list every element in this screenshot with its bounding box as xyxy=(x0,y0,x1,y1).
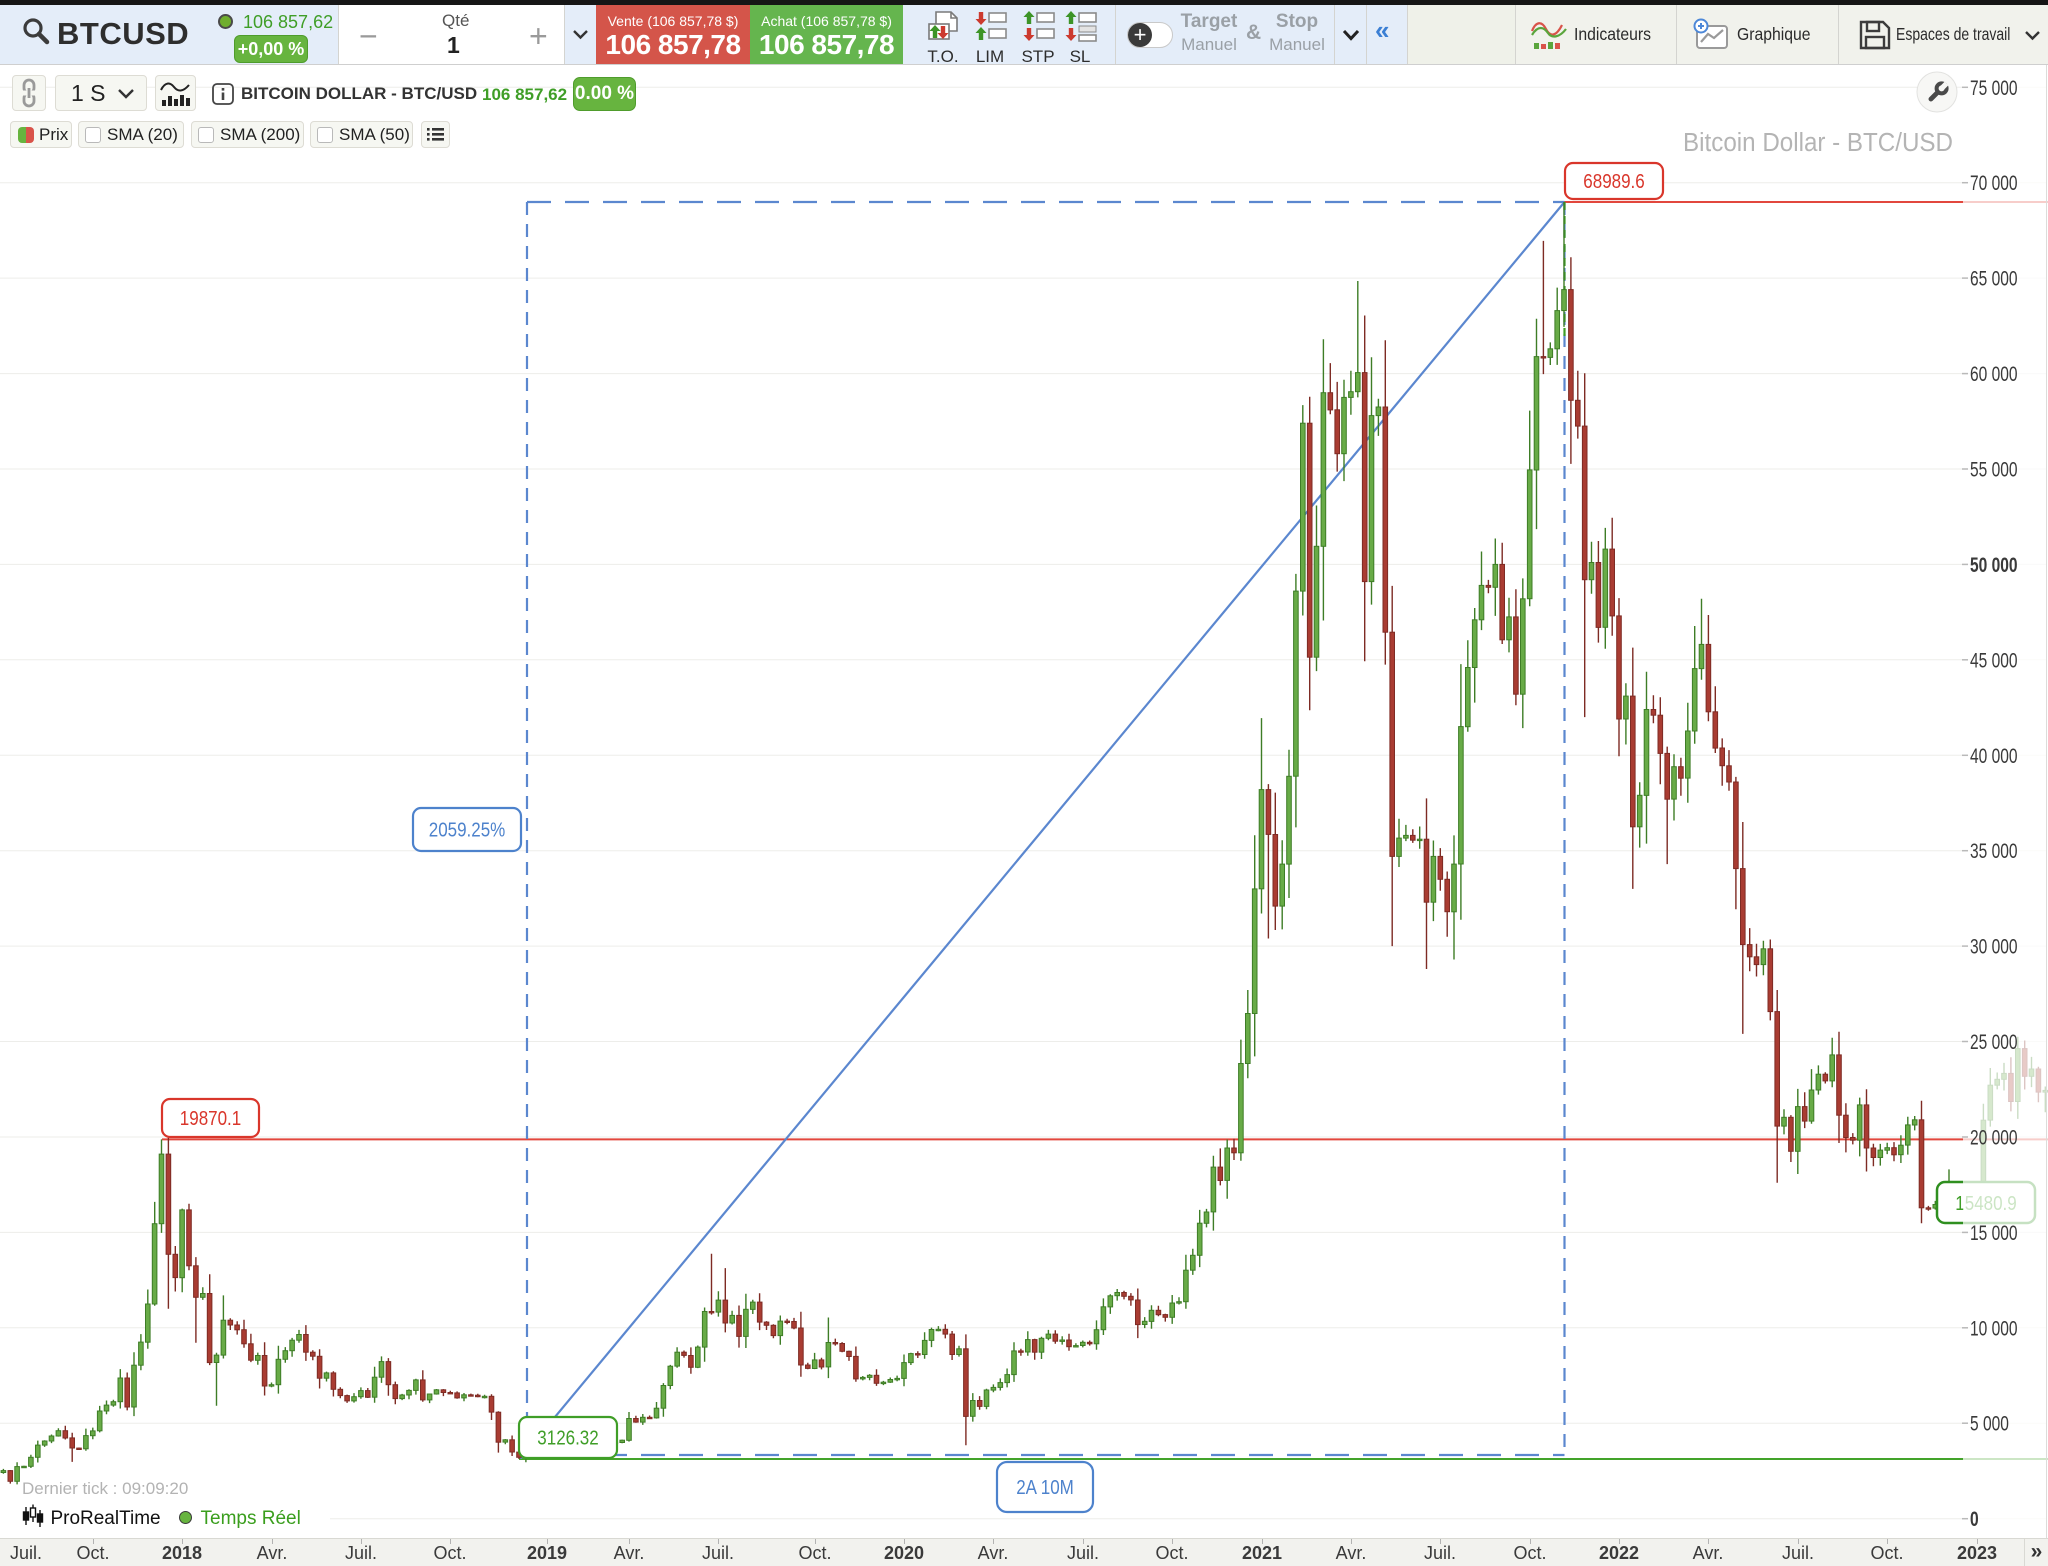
svg-text:55 000: 55 000 xyxy=(1970,457,2018,481)
svg-text:35 000: 35 000 xyxy=(1970,839,2018,863)
svg-text:30 000: 30 000 xyxy=(1970,934,2018,958)
svg-text:68989.6: 68989.6 xyxy=(1583,170,1644,193)
svg-text:5 000: 5 000 xyxy=(1970,1411,2009,1435)
svg-text:3126.32: 3126.32 xyxy=(537,1426,598,1449)
svg-text:10 000: 10 000 xyxy=(1970,1316,2018,1340)
svg-text:T.O.: T.O. xyxy=(927,47,958,66)
svg-text:75 000: 75 000 xyxy=(1970,75,2018,99)
svg-text:50 000: 50 000 xyxy=(1970,553,2018,577)
svg-text:15 000: 15 000 xyxy=(1970,1221,2018,1245)
svg-text:Bitcoin Dollar - BTC/USD: Bitcoin Dollar - BTC/USD xyxy=(1683,128,1953,157)
svg-text:70 000: 70 000 xyxy=(1970,171,2018,195)
svg-text:20 000: 20 000 xyxy=(1970,1125,2018,1149)
svg-text:SL: SL xyxy=(1070,47,1091,66)
svg-text:19870.1: 19870.1 xyxy=(180,1107,241,1130)
svg-text:0: 0 xyxy=(1970,1507,1979,1531)
svg-text:60 000: 60 000 xyxy=(1970,362,2018,386)
svg-text:STP: STP xyxy=(1021,47,1054,66)
svg-text:65 000: 65 000 xyxy=(1970,266,2018,290)
svg-text:2059.25%: 2059.25% xyxy=(429,818,506,841)
svg-text:45 000: 45 000 xyxy=(1970,648,2018,672)
svg-text:40 000: 40 000 xyxy=(1970,743,2018,767)
svg-text:25 000: 25 000 xyxy=(1970,1030,2018,1054)
svg-text:LIM: LIM xyxy=(976,47,1004,66)
svg-text:2A 10M: 2A 10M xyxy=(1016,1476,1074,1499)
